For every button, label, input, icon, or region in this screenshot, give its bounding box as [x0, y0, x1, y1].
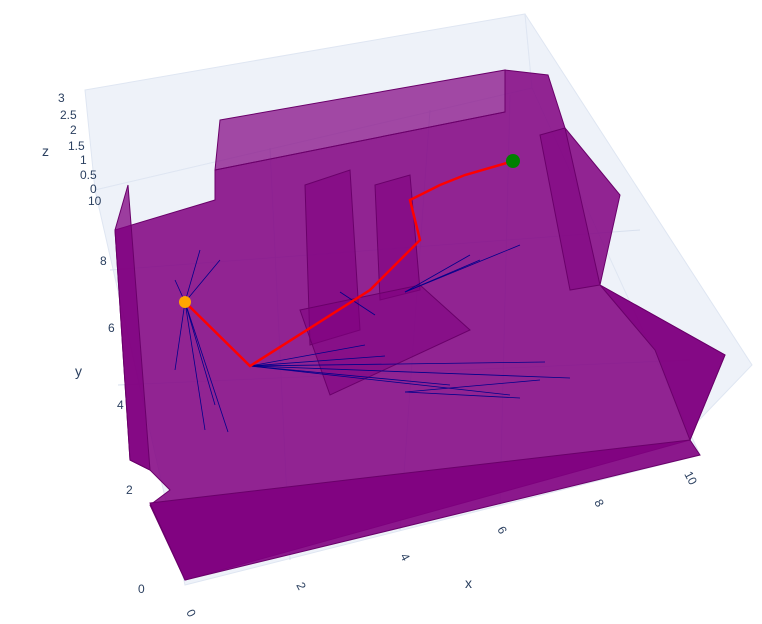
z-axis: 3 2.5 2 1.5 1 0.5 0 z: [42, 91, 97, 196]
z-tick-2: 2: [70, 123, 77, 137]
y-tick-4: 4: [117, 398, 124, 412]
obstacle-inner-wall-3: [539, 127, 601, 291]
start-marker: [179, 296, 191, 308]
x-tick-2: 2: [293, 580, 309, 593]
planned-path: [184, 160, 511, 368]
y-axis-title: y: [75, 363, 82, 379]
obstacle-back-block: [214, 69, 506, 171]
z-tick-3: 3: [58, 91, 65, 105]
obstacle-right-face: [599, 284, 726, 442]
x-tick-4: 4: [397, 551, 413, 564]
obstacle-inner-block: [299, 284, 471, 396]
y-tick-2: 2: [126, 483, 133, 497]
obstacle-left-face: [114, 184, 151, 471]
goal-marker: [506, 154, 520, 168]
z-tick-0: 0: [90, 182, 97, 196]
x-axis-title: x: [465, 575, 472, 591]
z-tick-2.5: 2.5: [60, 108, 77, 122]
x-tick-8: 8: [591, 497, 607, 510]
z-tick-0.5: 0.5: [80, 168, 97, 182]
obstacle-front-face: [149, 439, 701, 581]
z-tick-1: 1: [80, 153, 87, 167]
obstacles: [114, 69, 726, 581]
y-tick-10: 10: [88, 194, 102, 208]
z-axis-title: z: [42, 143, 49, 159]
rrt-tree: [174, 244, 571, 433]
y-tick-0: 0: [138, 582, 145, 596]
x-tick-0: 0: [183, 607, 199, 620]
x-tick-6: 6: [494, 524, 510, 537]
z-tick-1.5: 1.5: [68, 139, 85, 153]
y-tick-8: 8: [100, 254, 107, 268]
x-tick-10: 10: [681, 469, 700, 488]
y-axis: 10 8 6 4 2 0 y: [75, 194, 145, 596]
y-tick-6: 6: [108, 321, 115, 335]
